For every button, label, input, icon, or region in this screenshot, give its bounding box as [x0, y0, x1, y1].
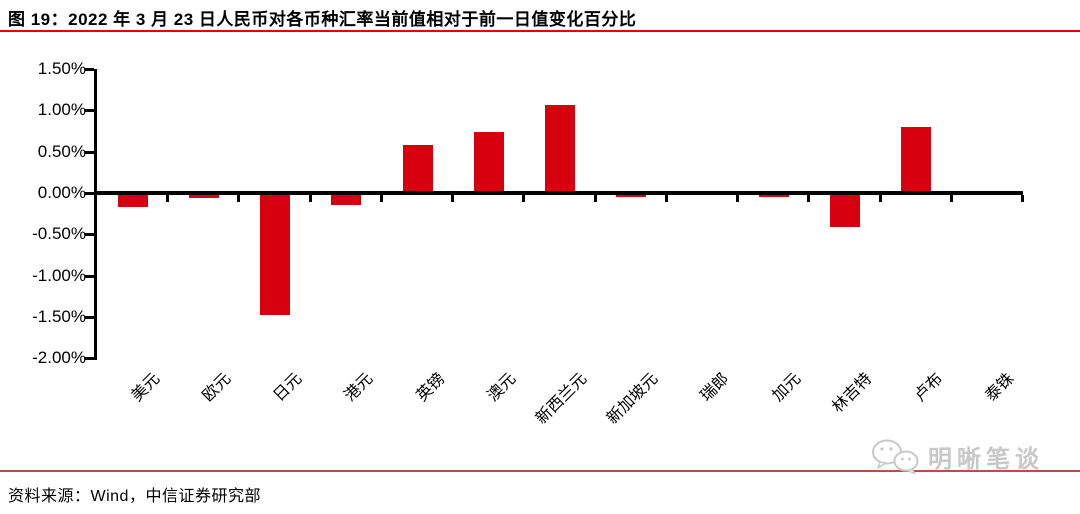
x-category-label: 林吉特: [829, 370, 876, 417]
y-tick-mark: [85, 233, 94, 237]
x-category-label: 港元: [341, 370, 377, 405]
x-tick-mark: [237, 195, 241, 202]
y-tick-mark: [85, 109, 94, 113]
bar: [331, 193, 362, 206]
y-tick-mark: [85, 150, 94, 154]
y-tick-label: 0.50%: [37, 141, 86, 161]
figure-title: 图 19：2022 年 3 月 23 日人民币对各币种汇率当前值相对于前一日值变…: [8, 10, 637, 29]
source-note: 资料来源：Wind，中信证券研究部: [8, 488, 261, 505]
title-underline-rule: [0, 30, 1080, 32]
bar: [829, 193, 860, 227]
x-tick-mark: [736, 195, 740, 202]
x-tick-mark: [949, 195, 953, 202]
x-tick-mark: [308, 195, 312, 202]
x-category-label: 泰铢: [982, 370, 1018, 405]
x-category-label: 欧元: [199, 370, 235, 405]
watermark-label: 明晰笔谈: [928, 445, 1044, 473]
y-tick-mark: [85, 68, 94, 72]
bar: [402, 145, 433, 193]
bar: [473, 131, 504, 193]
x-category-label: 美元: [128, 370, 163, 405]
y-tick-label: 0.00%: [37, 183, 86, 202]
y-tick-label: 1.00%: [37, 100, 86, 120]
y-tick-mark: [85, 315, 94, 319]
y-tick-mark: [85, 274, 94, 278]
x-category-label: 加元: [769, 370, 804, 405]
bar-chart: 1.50% 1.00% 0.50% 0.00% -0.50% -1.00% -1.50% -2…: [0, 40, 1080, 460]
x-category-label: 新西兰元: [532, 370, 591, 428]
bar: [901, 126, 932, 193]
bar: [117, 193, 148, 208]
x-tick-mark: [451, 195, 455, 202]
x-category-label: 英镑: [413, 370, 448, 405]
y-axis-line: [94, 69, 97, 361]
bar: [758, 193, 789, 198]
x-category-label: 澳元: [484, 370, 520, 405]
y-tick-label: -1.50%: [32, 306, 86, 326]
y-tick-mark: [85, 192, 94, 195]
x-tick-mark: [664, 195, 668, 202]
x-axis-zero-line: [97, 191, 1023, 195]
x-category-label: 新加坡元: [604, 370, 662, 428]
bar: [545, 105, 575, 193]
bar: [616, 193, 647, 198]
bar: [260, 193, 291, 316]
x-tick-mark: [807, 195, 811, 202]
x-tick-mark: [593, 195, 597, 202]
x-category-label: 瑞郎: [698, 370, 733, 405]
watermark: 明晰笔谈: [870, 438, 1044, 474]
wechat-icon: [872, 439, 919, 474]
x-tick-mark: [522, 195, 526, 202]
y-tick-label: -1.00%: [32, 265, 86, 285]
x-category-label: 卢布: [911, 370, 947, 405]
x-tick-mark: [878, 195, 882, 202]
x-tick-mark: [379, 195, 383, 202]
x-tick-mark: [1021, 195, 1024, 202]
y-tick-label: 1.50%: [37, 59, 86, 79]
x-tick-mark: [166, 195, 170, 202]
footer-rule: [0, 470, 1080, 472]
y-tick-label: -2.00%: [32, 348, 86, 368]
x-category-label: 日元: [270, 370, 306, 405]
y-tick-label: -0.50%: [32, 224, 86, 244]
y-tick-mark: [85, 357, 94, 361]
bar: [188, 193, 219, 198]
